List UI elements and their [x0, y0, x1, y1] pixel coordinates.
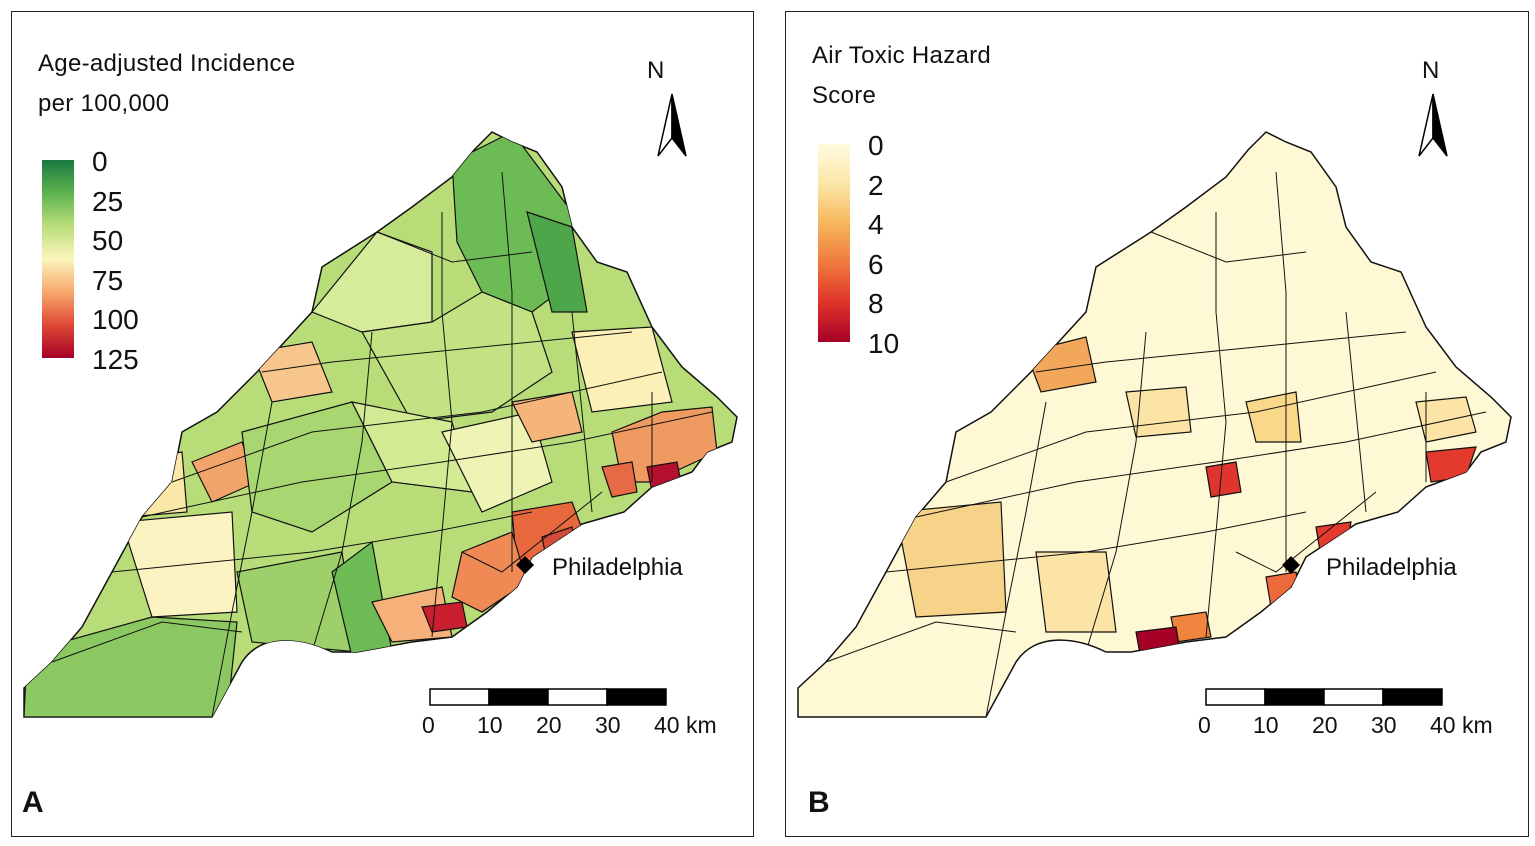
area-center-2	[1245, 391, 1302, 443]
area-southwest-1	[121, 511, 238, 618]
area-west-3	[121, 451, 188, 518]
legend-colorbar	[818, 144, 850, 342]
scale-bar	[1205, 688, 1443, 706]
north-arrow-icon	[1418, 93, 1448, 157]
legend-tick: 125	[92, 344, 139, 375]
legend-tick: 4	[868, 209, 884, 240]
scale-tick: 10	[477, 712, 503, 738]
scale-tick: 20	[1312, 712, 1338, 738]
legend-tick: 100	[92, 304, 139, 335]
scale-bar	[429, 688, 667, 706]
area-east-1	[511, 391, 583, 443]
area-east-1	[1415, 396, 1477, 443]
area-center-1	[1125, 386, 1192, 438]
panel-a: Age-adjusted Incidence per 100,000 0 25 …	[11, 11, 754, 837]
panel-letter: A	[22, 786, 44, 819]
legend-tick: 0	[92, 146, 108, 177]
area-east-2	[1425, 446, 1477, 483]
scale-tick: 0	[422, 712, 435, 738]
philadelphia-marker	[1282, 556, 1300, 574]
area-philly-3	[1290, 581, 1312, 611]
panel-letter: B	[808, 786, 830, 819]
legend-title-line1: Age-adjusted Incidence	[38, 50, 296, 77]
area-mid-3	[441, 411, 553, 513]
air-toxic-map	[797, 93, 1512, 718]
legend-tick: 50	[92, 225, 124, 256]
scale-tick: 40 km	[654, 712, 717, 738]
area-northeast	[526, 211, 588, 313]
area-southwest-2	[24, 616, 238, 717]
legend-tick: 6	[868, 249, 884, 280]
city-label: Philadelphia	[552, 554, 683, 581]
legend-tick: 8	[868, 288, 884, 319]
area-philly-5	[1135, 626, 1182, 661]
panel-b: Air Toxic Hazard Score 0 2 4 6 8 10 N Ph…	[785, 11, 1529, 837]
legend-tick: 0	[868, 130, 884, 161]
area-northwest	[311, 231, 433, 333]
city-label: Philadelphia	[1326, 554, 1457, 581]
north-arrow-icon	[657, 93, 687, 157]
area-philly-2	[1265, 571, 1302, 608]
scale-tick: 0	[1198, 712, 1211, 738]
north-label: N	[647, 57, 665, 84]
scale-tick: 30	[1371, 712, 1397, 738]
legend-tick: 10	[868, 328, 900, 359]
legend-title-line2: per 100,000	[38, 90, 170, 117]
legend-title-line1: Air Toxic Hazard	[812, 42, 992, 69]
legend-tick: 75	[92, 265, 124, 296]
area-mid-1	[241, 401, 393, 533]
area-east-4	[601, 461, 638, 498]
scale-tick: 30	[595, 712, 621, 738]
philadelphia-marker	[516, 556, 534, 574]
area-east-2	[571, 326, 673, 413]
incidence-map	[23, 93, 738, 718]
area-mid	[1205, 461, 1242, 498]
legend-title-line2: Score	[812, 82, 877, 109]
legend-tick: 2	[868, 170, 884, 201]
area-west-1	[251, 341, 333, 403]
legend-tick: 25	[92, 186, 124, 217]
scale-tick: 40 km	[1430, 712, 1493, 738]
scale-tick: 20	[536, 712, 562, 738]
legend-colorbar	[42, 160, 74, 358]
area-west	[895, 501, 1007, 618]
area-philly-2	[451, 531, 528, 613]
scale-tick: 10	[1253, 712, 1279, 738]
north-label: N	[1422, 57, 1440, 84]
